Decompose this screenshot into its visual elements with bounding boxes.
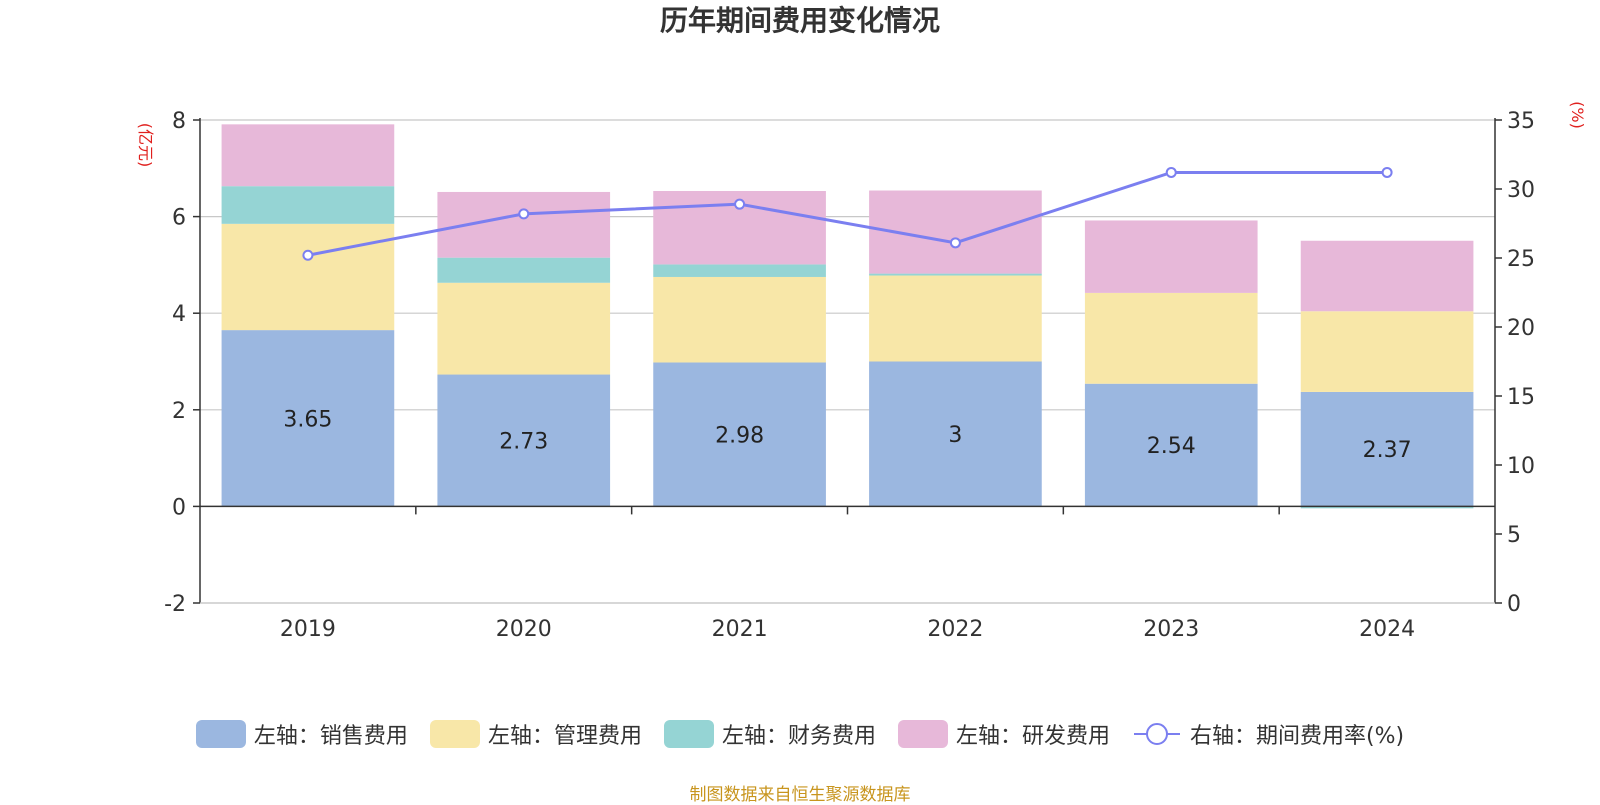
left-axis-tick-label: -2: [164, 592, 186, 617]
source-note: 制图数据来自恒生聚源数据库: [689, 785, 911, 805]
rate-line-point: [518, 208, 530, 220]
legend-swatch: [663, 720, 714, 748]
right-axis-tick-label: 25: [1507, 247, 1535, 272]
chart-title: 历年期间费用变化情况: [660, 4, 940, 37]
legend-swatch: [195, 720, 246, 748]
legend-label: 左轴：管理费用: [487, 724, 642, 749]
bars: [221, 124, 1474, 509]
data-label: 2.98: [715, 423, 764, 448]
legend-label: 右轴：期间费用率(%): [1189, 724, 1405, 749]
legend-swatch: [429, 720, 480, 748]
axes: -2 0 2 4 6 8 0 5 10 15 20 25 30 35 2019 2020 2021 2022 202…: [164, 109, 1535, 642]
bar-segment: [1084, 220, 1258, 293]
bar-segment: [221, 223, 395, 331]
left-axis-tick-label: 2: [172, 399, 186, 424]
right-axis-tick-label: 35: [1507, 109, 1535, 134]
x-axis-tick-label: 2020: [496, 617, 552, 642]
bar-segment: [1084, 383, 1258, 507]
right-axis-tick-label: 30: [1507, 178, 1535, 203]
bar-segment: [1300, 311, 1474, 392]
legend-item[interactable]: 左轴：管理费用: [429, 718, 642, 750]
legend: 左轴：销售费用 左轴：管理费用 左轴：财务费用 左轴：研发费用 右轴：期间费用率(%): [0, 718, 1600, 750]
rate-line-point: [734, 198, 746, 210]
rate-line-point: [1165, 166, 1177, 178]
left-axis-tick-label: 6: [172, 206, 186, 231]
rate-line-point: [1381, 166, 1393, 178]
data-label: 2.73: [499, 429, 548, 454]
left-axis-tick-label: 8: [172, 109, 186, 134]
bar-segment: [653, 362, 826, 507]
rate-line-path: [307, 170, 1388, 257]
legend-item[interactable]: 左轴：研发费用: [897, 718, 1110, 750]
right-axis-unit-label: (%): [1568, 101, 1587, 129]
legend-item[interactable]: 左轴：销售费用: [195, 718, 408, 750]
data-label: 3: [948, 423, 962, 448]
rate-line: [302, 166, 1393, 261]
bar-segment: [221, 186, 395, 224]
rate-line-point: [949, 237, 961, 249]
bar-segment: [1300, 240, 1474, 312]
bar-segment: [437, 374, 611, 507]
left-axis-tick-label: 0: [172, 495, 186, 520]
bar-segment: [1084, 292, 1258, 384]
legend-item[interactable]: 左轴：财务费用: [663, 718, 876, 750]
right-axis-tick-label: 15: [1507, 385, 1535, 410]
legend-line-icon: [1133, 723, 1180, 745]
bar-segment: [221, 124, 395, 187]
bar-segment: [1300, 506, 1474, 509]
x-axis-tick-label: 2022: [927, 617, 983, 642]
bar-segment: [1300, 391, 1474, 507]
legend-item[interactable]: 右轴：期间费用率(%): [1132, 718, 1404, 750]
legend-swatch: [897, 720, 948, 748]
data-label: 3.65: [283, 407, 332, 432]
x-axis-tick-label: 2024: [1359, 617, 1415, 642]
bar-segment: [653, 264, 826, 277]
right-axis-tick-label: 0: [1507, 592, 1521, 617]
bar-segment: [869, 275, 1042, 362]
data-label: 2.37: [1363, 438, 1412, 463]
bar-segment: [437, 282, 611, 375]
bar-segment: [869, 273, 1042, 276]
left-axis-tick-label: 4: [172, 302, 186, 327]
bar-segment: [437, 257, 611, 283]
right-axis-tick-label: 5: [1507, 523, 1521, 548]
legend-label: 左轴：财务费用: [721, 724, 876, 749]
rate-line-point: [302, 249, 314, 261]
x-axis-tick-label: 2021: [712, 617, 768, 642]
x-axis-tick-label: 2023: [1143, 617, 1199, 642]
bar-segment: [653, 276, 826, 363]
x-axis-tick-label: 2019: [280, 617, 336, 642]
data-labels: 3.65 2.73 2.98 3 2.54 2.37: [283, 407, 1411, 463]
bar-segment: [221, 330, 395, 507]
right-axis-tick-label: 20: [1507, 316, 1535, 341]
left-axis-unit-label: (亿元): [136, 123, 155, 168]
bar-segment: [869, 361, 1042, 507]
legend-label: 左轴：研发费用: [955, 724, 1110, 749]
right-axis-tick-label: 10: [1507, 454, 1535, 479]
legend-label: 左轴：销售费用: [253, 724, 408, 749]
data-label: 2.54: [1147, 434, 1196, 459]
